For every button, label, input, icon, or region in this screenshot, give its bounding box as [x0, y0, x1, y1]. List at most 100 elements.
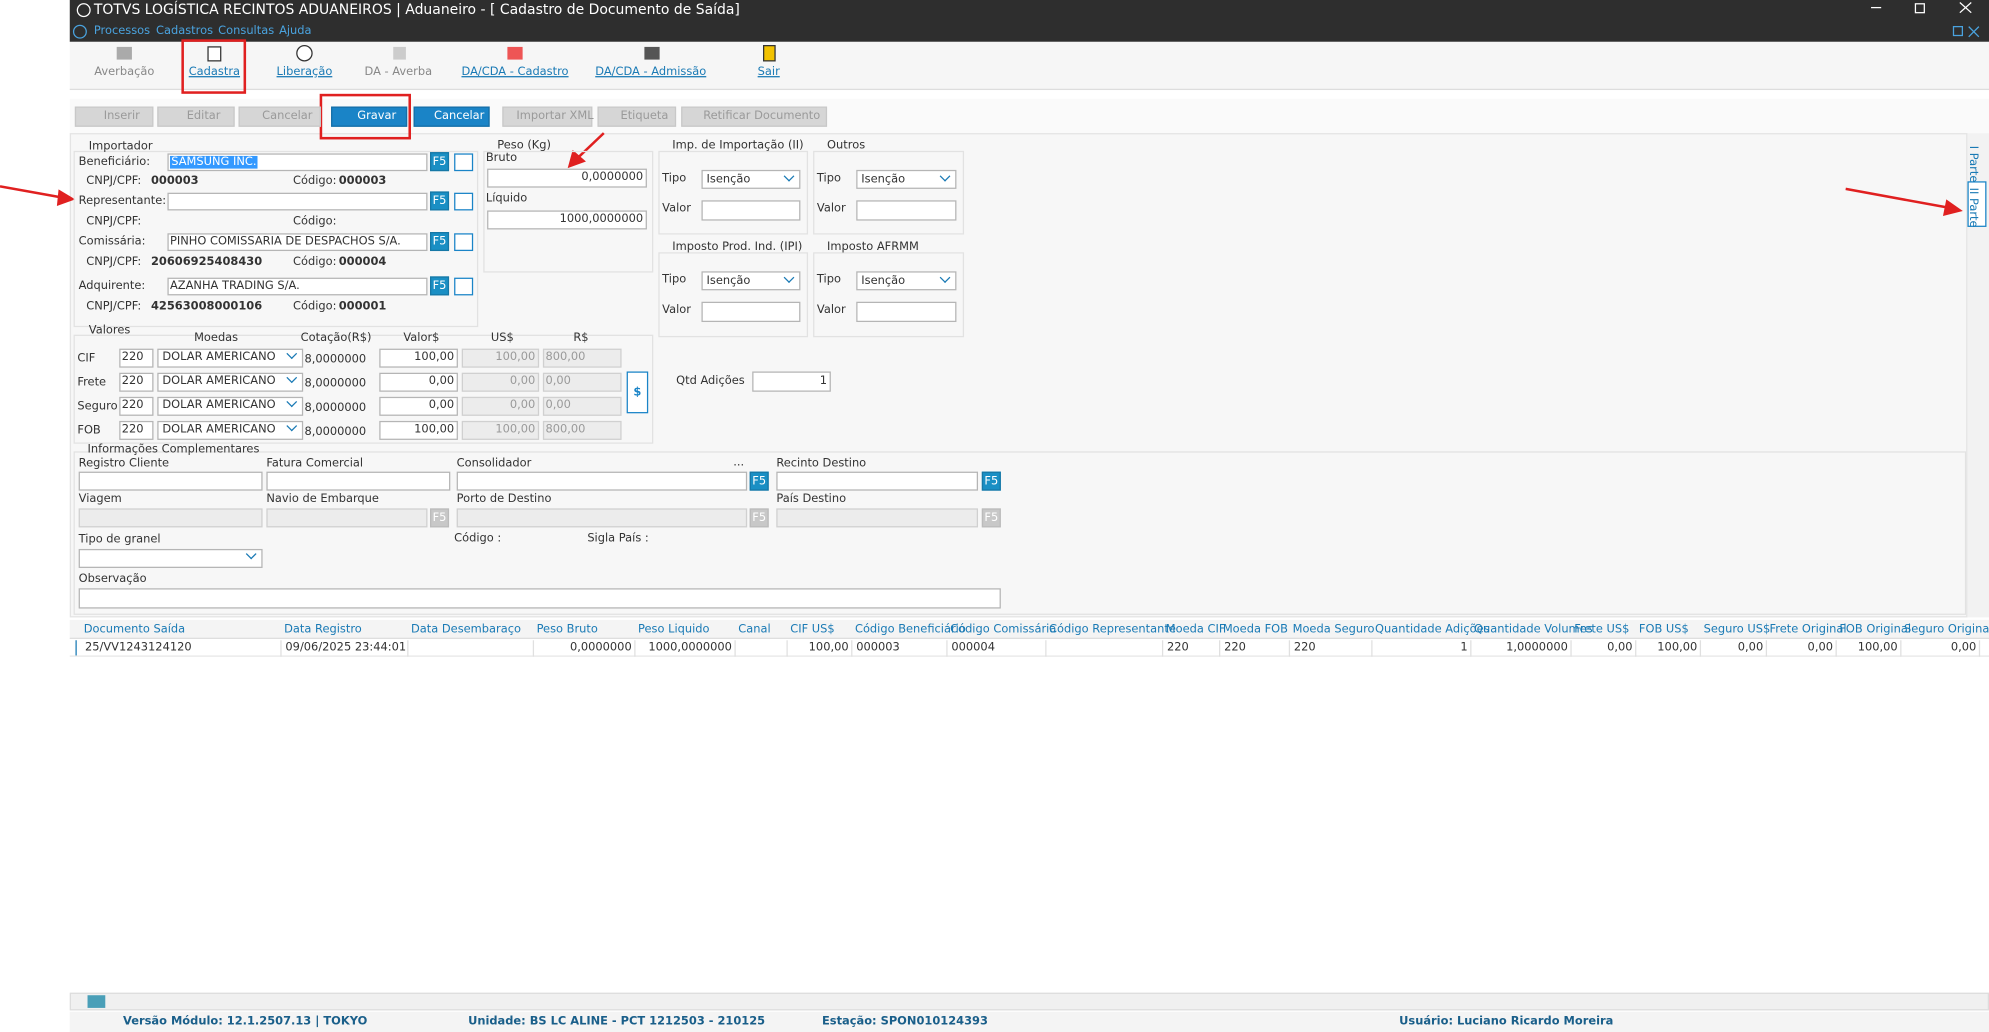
text-input[interactable]: [379, 348, 458, 368]
f5-button[interactable]: [430, 191, 450, 211]
select-value[interactable]: Isenção: [706, 173, 751, 187]
f5-button[interactable]: [430, 232, 450, 252]
text-input[interactable]: [856, 301, 957, 323]
grid-header[interactable]: Frete Original: [1769, 623, 1847, 637]
currency-button[interactable]: [626, 371, 649, 414]
text-input[interactable]: [379, 396, 458, 416]
grid-cell[interactable]: 0,00: [1607, 641, 1633, 655]
menu-item[interactable]: Processos: [93, 25, 151, 39]
grid-cell[interactable]: 1,0000000: [1506, 641, 1568, 655]
grid-cell[interactable]: 000004: [951, 641, 995, 655]
f5-button[interactable]: [430, 276, 450, 296]
action-button[interactable]: [157, 106, 235, 127]
input-value[interactable]: AZANHA TRADING S/A.: [169, 280, 300, 293]
select-value[interactable]: Isenção: [861, 173, 906, 187]
grid-cell[interactable]: 100,00: [1857, 641, 1898, 655]
action-label[interactable]: Etiqueta: [620, 110, 669, 123]
input-value[interactable]: 1: [819, 375, 828, 388]
action-label[interactable]: Cancelar: [434, 110, 485, 123]
grid-cell[interactable]: 0,00: [1737, 641, 1764, 655]
lookup-button[interactable]: [454, 153, 474, 172]
action-button[interactable]: [331, 106, 408, 127]
lookup-button[interactable]: [454, 233, 474, 252]
grid-header[interactable]: Moeda Seguro: [1292, 623, 1375, 637]
text-input[interactable]: [701, 200, 801, 221]
select-value[interactable]: Isenção: [706, 275, 751, 288]
text-input[interactable]: [266, 471, 451, 491]
select-value[interactable]: DOLAR AMERICANO: [162, 399, 276, 413]
grid-header[interactable]: Canal: [738, 623, 771, 637]
input-value[interactable]: 220: [121, 423, 144, 437]
action-label[interactable]: Importar XML: [516, 110, 594, 123]
toolbar-button[interactable]: DA/CDA - Cadastro: [461, 65, 569, 79]
grid-header[interactable]: Peso Liquido: [638, 623, 710, 637]
toolbar-button[interactable]: Sair: [757, 65, 780, 79]
scroll-thumb[interactable]: [87, 995, 106, 1008]
action-button[interactable]: [413, 106, 490, 127]
select-value[interactable]: DOLAR AMERICANO: [162, 375, 276, 388]
lookup-button[interactable]: [454, 277, 474, 296]
f5-button[interactable]: [430, 152, 450, 172]
text-input[interactable]: [119, 372, 154, 392]
input-value[interactable]: 220: [121, 351, 144, 364]
f5-label[interactable]: F5: [984, 512, 999, 525]
toolbar-button[interactable]: Cadastra: [188, 65, 241, 79]
f5-button[interactable]: [749, 508, 769, 528]
action-button[interactable]: [502, 106, 593, 127]
grid-header[interactable]: Documento Saída: [83, 623, 186, 637]
f5-button[interactable]: [981, 471, 1001, 491]
toolbar-button[interactable]: Liberação: [276, 65, 333, 79]
grid-cell[interactable]: 220: [1224, 641, 1246, 655]
text-input[interactable]: [487, 210, 647, 230]
grid-cell[interactable]: 09/06/2025 23:44:01: [285, 641, 407, 655]
grid-header[interactable]: Frete US$: [1574, 623, 1630, 637]
grid-header[interactable]: Data Desembaraço: [410, 623, 521, 637]
input-value[interactable]: 0,0000000: [581, 171, 644, 184]
grid-row-bg[interactable]: [69, 638, 1989, 657]
select-input[interactable]: [856, 169, 957, 189]
f5-button[interactable]: [981, 508, 1001, 528]
action-label[interactable]: Editar: [186, 110, 221, 123]
text-input[interactable]: [167, 233, 428, 252]
grid-header[interactable]: Quantidade Volumes: [1473, 623, 1593, 637]
menu-item[interactable]: Ajuda: [279, 25, 312, 39]
text-input[interactable]: [379, 372, 458, 392]
action-label[interactable]: Gravar: [357, 110, 397, 123]
grid-header[interactable]: CIF US$: [790, 623, 835, 637]
f5-label[interactable]: F5: [752, 512, 767, 525]
action-button[interactable]: [74, 106, 154, 127]
action-label[interactable]: Cancelar: [262, 110, 313, 123]
grid-header[interactable]: Código Comissária: [950, 623, 1057, 637]
select-input[interactable]: [856, 271, 957, 291]
text-input[interactable]: [78, 588, 1001, 609]
action-label[interactable]: Retificar Documento: [703, 110, 821, 123]
select-input[interactable]: [701, 271, 801, 291]
f5-label[interactable]: F5: [432, 512, 447, 525]
f5-label[interactable]: F5: [432, 155, 447, 169]
grid-cell[interactable]: 100,00: [808, 641, 849, 655]
grid-cell[interactable]: 220: [1167, 641, 1189, 655]
grid-cell[interactable]: 25/VV1243124120: [84, 641, 192, 655]
text-input[interactable]: [119, 396, 154, 416]
text-input[interactable]: [752, 371, 831, 392]
input-value[interactable]: 1000,0000000: [559, 212, 644, 226]
text-input[interactable]: [856, 200, 957, 221]
action-button[interactable]: [238, 106, 321, 127]
grid-header[interactable]: Moeda FOB: [1222, 623, 1288, 637]
input-value[interactable]: 220: [121, 399, 144, 413]
f5-label[interactable]: F5: [984, 475, 999, 489]
grid-cell[interactable]: 0,0000000: [569, 641, 632, 655]
action-button[interactable]: [597, 106, 677, 127]
grid-cell[interactable]: 1000,0000000: [648, 641, 732, 655]
grid-header[interactable]: Moeda CIF: [1165, 623, 1226, 637]
currency-button-label[interactable]: $: [633, 386, 642, 400]
text-input[interactable]: [379, 420, 458, 440]
text-input[interactable]: [776, 471, 979, 491]
grid-cell[interactable]: 1: [1460, 641, 1468, 655]
input-value[interactable]: SAMSUNG INC.: [169, 155, 258, 170]
text-input[interactable]: [167, 192, 428, 211]
input-value[interactable]: 0,00: [428, 375, 455, 388]
f5-label[interactable]: F5: [752, 475, 767, 489]
select-input[interactable]: [701, 169, 801, 189]
side-tab[interactable]: II Parte: [1966, 187, 1979, 228]
